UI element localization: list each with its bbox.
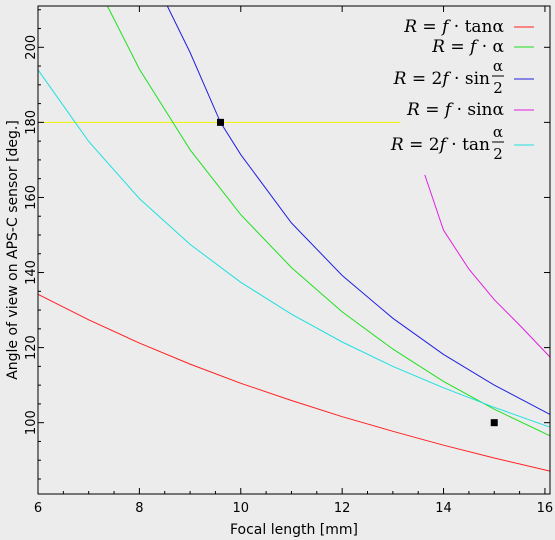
legend-formula: R = f · tanα [403, 17, 504, 37]
legend-formula-part: 2 [432, 69, 443, 89]
legend-formula-part: = [406, 69, 431, 89]
legend-formula-part: R [390, 135, 404, 155]
legend-formula-part: 2 [429, 135, 440, 155]
series-line-5 [37, 69, 551, 428]
legend-formula: R = 2f · sin [393, 69, 490, 89]
legend-formula-part: R [393, 69, 407, 89]
legend-fraction-denominator: 2 [493, 145, 503, 163]
y-tick-label: 140 [24, 260, 39, 285]
series-line-3 [166, 5, 551, 415]
y-tick-label: 200 [24, 35, 39, 60]
data-marker-1 [216, 118, 224, 126]
legend-formula-part: α [493, 17, 505, 37]
legend-formula-part: · [451, 100, 467, 120]
legend-formula-part: · [449, 69, 465, 89]
legend-fraction-numerator: α [493, 123, 503, 141]
legend-formula-part: · [476, 37, 492, 57]
legend-formula-part: tan [465, 17, 493, 37]
legend-formula: R = f · sinα [406, 100, 505, 120]
y-tick-label: 180 [24, 110, 39, 135]
legend-formula-part: · [448, 17, 464, 37]
plot-area [38, 6, 550, 494]
x-axis-label: Focal length [mm] [230, 522, 358, 538]
legend-fraction-denominator: 2 [493, 79, 503, 97]
series-layer [37, 5, 551, 472]
legend-formula-part: f [440, 17, 451, 37]
legend-formula-part: tan [462, 135, 490, 155]
marker-layer [216, 118, 498, 427]
legend-formula-part: f [440, 69, 451, 89]
legend-formula-part: R [403, 17, 417, 37]
legend-formula-part: = [404, 135, 429, 155]
series-line-2 [106, 5, 551, 437]
legend-formula-part: · [446, 135, 462, 155]
legend-formula-part: sin [465, 69, 490, 89]
legend-formula-part: = [420, 100, 445, 120]
legend-formula-part: R [406, 100, 420, 120]
legend-formula-part: f [438, 135, 449, 155]
legend-formula: R = f · α [431, 37, 504, 57]
x-tick-label: 12 [334, 501, 351, 516]
series-line-4 [424, 174, 551, 358]
x-tick-label: 16 [537, 501, 554, 516]
legend-formula-part: f [443, 100, 454, 120]
series-line-1 [37, 293, 551, 472]
legend-formula-part: = [417, 17, 442, 37]
x-tick-label: 6 [34, 501, 42, 516]
x-tick-label: 10 [232, 501, 249, 516]
legend-formula-part: α [493, 100, 505, 120]
legend-formula-part: = [445, 37, 470, 57]
legend-formula-part: R [431, 37, 445, 57]
x-tick-label: 14 [435, 501, 452, 516]
plot-frame [37, 5, 551, 495]
axis-ticks: 6 8 10 12 14 16 100 120 140 160 180 200 [24, 6, 553, 516]
x-tick-label: 8 [135, 501, 143, 516]
data-marker-2 [490, 419, 498, 427]
legend-entry-4: R = f · sinα [406, 100, 534, 120]
y-tick-label: 160 [24, 185, 39, 210]
y-axis-label: Angle of view on APS-C sensor [deg.] [5, 120, 21, 380]
legend-formula: R = 2f · tan [390, 135, 490, 155]
legend-entry-2: R = f · α [431, 37, 534, 57]
legend-formula-part: f [468, 37, 479, 57]
legend-entry-1: R = f · tanα [403, 17, 534, 37]
legend-formula-part: α [493, 37, 505, 57]
y-tick-label: 120 [24, 335, 39, 360]
y-tick-label: 100 [24, 410, 39, 435]
legend-formula-part: sin [467, 100, 492, 120]
legend-fraction-numerator: α [493, 57, 503, 75]
